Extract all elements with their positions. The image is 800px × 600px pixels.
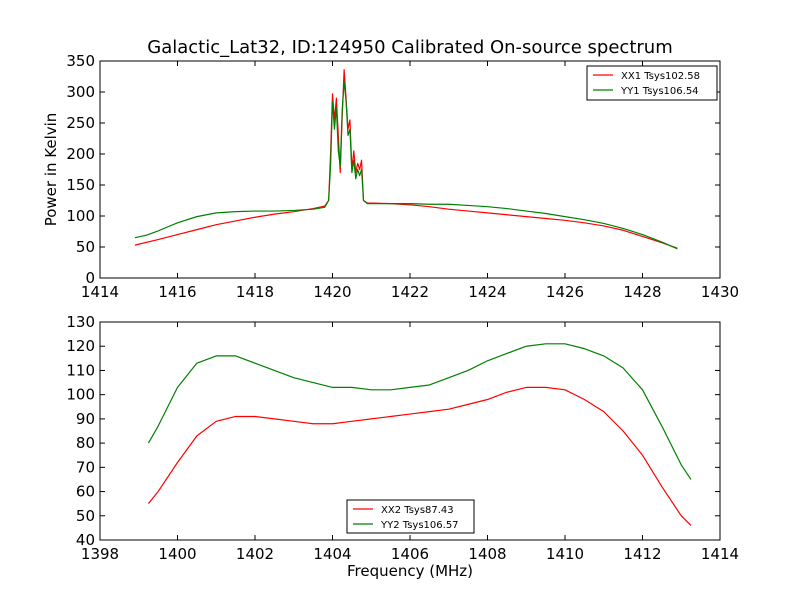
y-tick-label: 0 (85, 269, 95, 287)
series-line-2 (147, 343, 692, 480)
x-tick-label: 1428 (623, 283, 661, 301)
legend-label: YY2 Tsys106.57 (380, 520, 459, 531)
x-tick-label: 1398 (81, 545, 119, 563)
x-tick-label: 1418 (236, 283, 274, 301)
x-tick-label: 1410 (546, 545, 584, 563)
x-tick-label: 1414 (701, 545, 739, 563)
x-tick-label: 1414 (81, 283, 119, 301)
y-tick-label: 50 (76, 507, 95, 525)
y-tick-label: 250 (66, 114, 95, 132)
y-tick-label: 120 (66, 337, 95, 355)
y-tick-label: 110 (66, 361, 95, 379)
series-line-1 (147, 386, 692, 526)
y-axis-label: Power in Kelvin (42, 113, 60, 227)
x-tick-label: 1420 (313, 283, 351, 301)
legend: XX2 Tsys87.43 YY2 Tsys106.57 (346, 499, 475, 534)
y-tick-label: 70 (76, 458, 95, 476)
series-line-2 (134, 80, 678, 250)
y-tick-label: 40 (76, 531, 95, 549)
x-tick-label: 1424 (468, 283, 506, 301)
x-tick-label: 1426 (546, 283, 584, 301)
x-tick-label: 1422 (391, 283, 429, 301)
y-tick-label: 60 (76, 483, 95, 501)
legend-box (586, 65, 718, 101)
y-tick-label: 200 (66, 145, 95, 163)
legend: XX1 Tsys102.58 YY1 Tsys106.54 (586, 65, 718, 101)
x-tick-label: 1408 (468, 545, 506, 563)
x-tick-label: 1402 (236, 545, 274, 563)
x-tick-label: 1412 (623, 545, 661, 563)
legend-box (346, 499, 475, 534)
y-tick-label: 90 (76, 410, 95, 428)
legend-label: YY1 Tsys106.54 (620, 86, 699, 97)
x-tick-label: 1430 (701, 283, 739, 301)
x-tick-label: 1400 (158, 545, 196, 563)
y-tick-label: 350 (66, 52, 95, 70)
y-tick-label: 150 (66, 176, 95, 194)
y-tick-label: 80 (76, 434, 95, 452)
y-tick-label: 100 (66, 386, 95, 404)
top-panel: 1414 1416 1418 1420 1422 1424 1426 1428 1430 0 50 1… (42, 52, 739, 301)
y-tick-label: 130 (66, 313, 95, 331)
x-tick-label: 1404 (313, 545, 351, 563)
chart-title: Galactic_Lat32, ID:124950 Calibrated On-… (147, 37, 672, 58)
y-tick-label: 300 (66, 83, 95, 101)
y-tick-label: 100 (66, 207, 95, 225)
x-tick-label: 1416 (158, 283, 196, 301)
legend-label: XX2 Tsys87.43 (381, 505, 454, 516)
bottom-panel: 1398 1400 1402 1404 1406 1408 1410 1412 1414 40 50… (66, 313, 739, 580)
x-tick-label: 1406 (391, 545, 429, 563)
y-tick-label: 50 (76, 238, 95, 256)
legend-label: XX1 Tsys102.58 (621, 71, 700, 82)
x-axis-label: Frequency (MHz) (347, 562, 473, 580)
